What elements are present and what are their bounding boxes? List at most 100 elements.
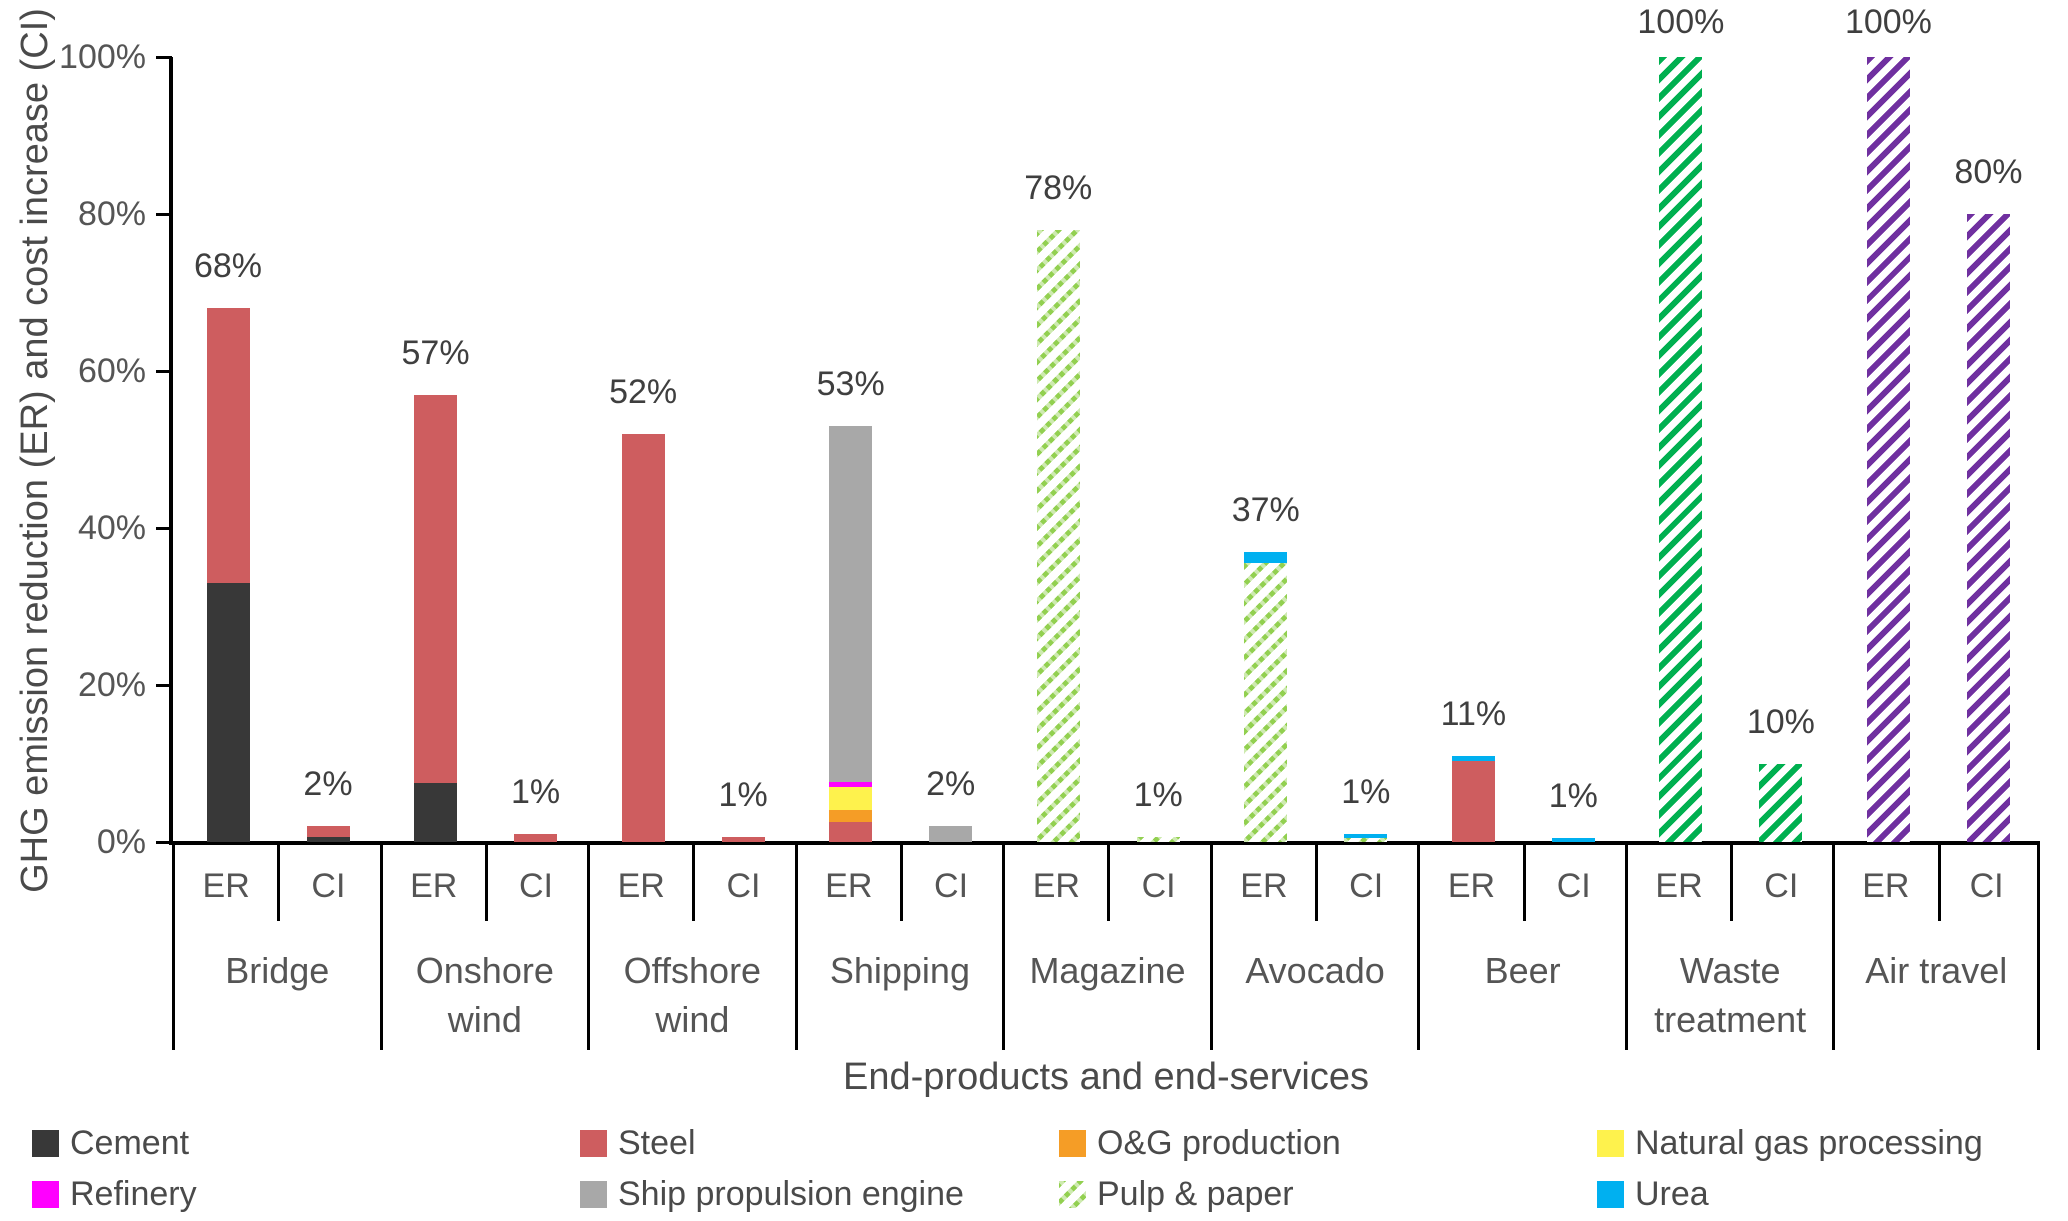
y-tick-label: 0% xyxy=(96,823,146,861)
bar-segment-urea xyxy=(1244,551,1288,564)
bar-value-label: 57% xyxy=(401,333,470,372)
bar-segment-waste-treatment xyxy=(1759,763,1803,842)
bar-onshore-wind-er xyxy=(414,394,458,842)
measure-separator xyxy=(1315,845,1319,921)
legend-item-o-g-production: O&G production xyxy=(1059,1126,1341,1160)
bar-bridge-er xyxy=(206,308,250,842)
bar-value-label: 10% xyxy=(1746,702,1815,741)
bar-avocado-er xyxy=(1244,551,1288,842)
bar-magazine-ci xyxy=(1136,836,1180,842)
legend-label: Urea xyxy=(1635,1175,1709,1213)
measure-label-ci: CI xyxy=(1141,867,1176,905)
bar-segment-cement xyxy=(414,783,458,842)
bar-value-label: 1% xyxy=(510,773,561,812)
measure-label-ci: CI xyxy=(311,867,346,905)
y-tick-mark xyxy=(156,840,172,844)
measure-label-er: ER xyxy=(825,867,873,905)
bar-value-label: 68% xyxy=(193,247,263,286)
legend-label: Natural gas processing xyxy=(1635,1124,1983,1162)
category-label: Waste treatment xyxy=(1654,950,1807,1040)
bar-value-label: 100% xyxy=(1637,3,1725,41)
category-cell: ER CI Bridge xyxy=(172,845,380,1050)
bar-value-label: 2% xyxy=(926,765,976,804)
bar-segment-air-travel xyxy=(1866,57,1910,842)
y-tick-mark xyxy=(156,55,172,59)
y-tick-mark xyxy=(156,212,172,216)
bar-value-label: 1% xyxy=(1548,777,1598,816)
measure-label-ci: CI xyxy=(518,867,553,905)
bar-magazine-er xyxy=(1036,229,1080,842)
bar-segment-steel xyxy=(1451,761,1495,842)
bar-waste-treatment-ci xyxy=(1759,763,1803,842)
bar-segment-cement xyxy=(306,836,350,842)
bar-value-label: 1% xyxy=(1341,773,1391,812)
y-tick-mark xyxy=(156,526,172,530)
bar-value-label: 53% xyxy=(816,364,885,403)
bar-bridge-ci xyxy=(306,826,350,842)
bar-value-label: 100% xyxy=(1844,3,1932,41)
bar-segment-o-g-production xyxy=(829,809,873,823)
measure-separator xyxy=(277,845,281,921)
x-axis-title: End-products and end-services xyxy=(843,1056,1369,1098)
bar-segment-steel xyxy=(829,822,873,842)
measure-label-er: ER xyxy=(1032,867,1080,905)
category-label: Bridge xyxy=(225,950,330,991)
category-label: Magazine xyxy=(1029,950,1186,991)
legend-label: Pulp & paper xyxy=(1097,1175,1294,1213)
bar-segment-ship-propulsion-engine xyxy=(829,425,873,782)
legend-item-cement: Cement xyxy=(32,1126,189,1160)
legend-swatch xyxy=(32,1129,59,1157)
legend-swatch xyxy=(1597,1129,1624,1157)
bar-value-label: 37% xyxy=(1231,490,1300,529)
y-tick-mark xyxy=(156,683,172,687)
y-tick-label: 60% xyxy=(77,352,146,390)
bar-onshore-wind-ci xyxy=(514,834,558,842)
measure-label-er: ER xyxy=(1655,867,1703,905)
bar-shipping-ci xyxy=(929,826,973,842)
bar-segment-steel xyxy=(206,308,250,583)
measure-separator xyxy=(692,845,696,921)
category-cell: ER CI Onshore wind xyxy=(379,845,588,1050)
bar-segment-natural-gas-processing xyxy=(829,787,873,810)
bar-value-label: 1% xyxy=(718,776,768,815)
bar-segment-pulp-paper xyxy=(1036,229,1080,842)
bar-segment-waste-treatment xyxy=(1659,57,1703,842)
category-label: Shipping xyxy=(829,950,970,991)
measure-label-ci: CI xyxy=(726,867,761,905)
category-cell: ER CI Magazine xyxy=(1002,845,1210,1050)
legend-item-steel: Steel xyxy=(580,1126,696,1160)
bar-value-label: 80% xyxy=(1954,153,2023,191)
measure-label-ci: CI xyxy=(1969,867,2004,905)
y-tick-label: 40% xyxy=(77,509,146,547)
bar-segment-pulp-paper xyxy=(1344,838,1388,842)
category-label: Onshore wind xyxy=(415,950,554,1040)
legend-label: Steel xyxy=(618,1124,696,1162)
bar-value-label: 2% xyxy=(303,765,353,804)
legend-label: Ship propulsion engine xyxy=(618,1175,964,1213)
bar-value-label: 1% xyxy=(1133,775,1183,814)
bar-waste-treatment-er xyxy=(1659,57,1703,842)
bar-segment-urea xyxy=(1551,838,1595,842)
x-axis-line xyxy=(169,841,2040,845)
bar-value-label: 52% xyxy=(609,372,678,411)
category-label: Air travel xyxy=(1865,950,2008,991)
bar-avocado-ci xyxy=(1344,834,1388,842)
measure-separator xyxy=(1522,845,1526,921)
category-cell: ER CI Offshore wind xyxy=(587,845,795,1050)
measure-separator xyxy=(1730,845,1734,921)
legend-label: Refinery xyxy=(70,1175,197,1213)
bar-air-travel-ci xyxy=(1966,214,2010,842)
category-cell: ER CI Beer xyxy=(1417,845,1625,1050)
measure-label-ci: CI xyxy=(1556,867,1591,905)
legend-item-ship-propulsion-engine: Ship propulsion engine xyxy=(580,1177,964,1211)
bar-segment-steel xyxy=(721,837,765,842)
y-tick-mark xyxy=(156,369,172,373)
measure-label-er: ER xyxy=(1862,867,1910,905)
measure-separator xyxy=(1107,845,1111,921)
bar-segment-steel xyxy=(306,826,350,837)
category-label: Avocado xyxy=(1245,950,1385,991)
legend-swatch xyxy=(580,1129,607,1157)
measure-label-er: ER xyxy=(617,867,665,905)
